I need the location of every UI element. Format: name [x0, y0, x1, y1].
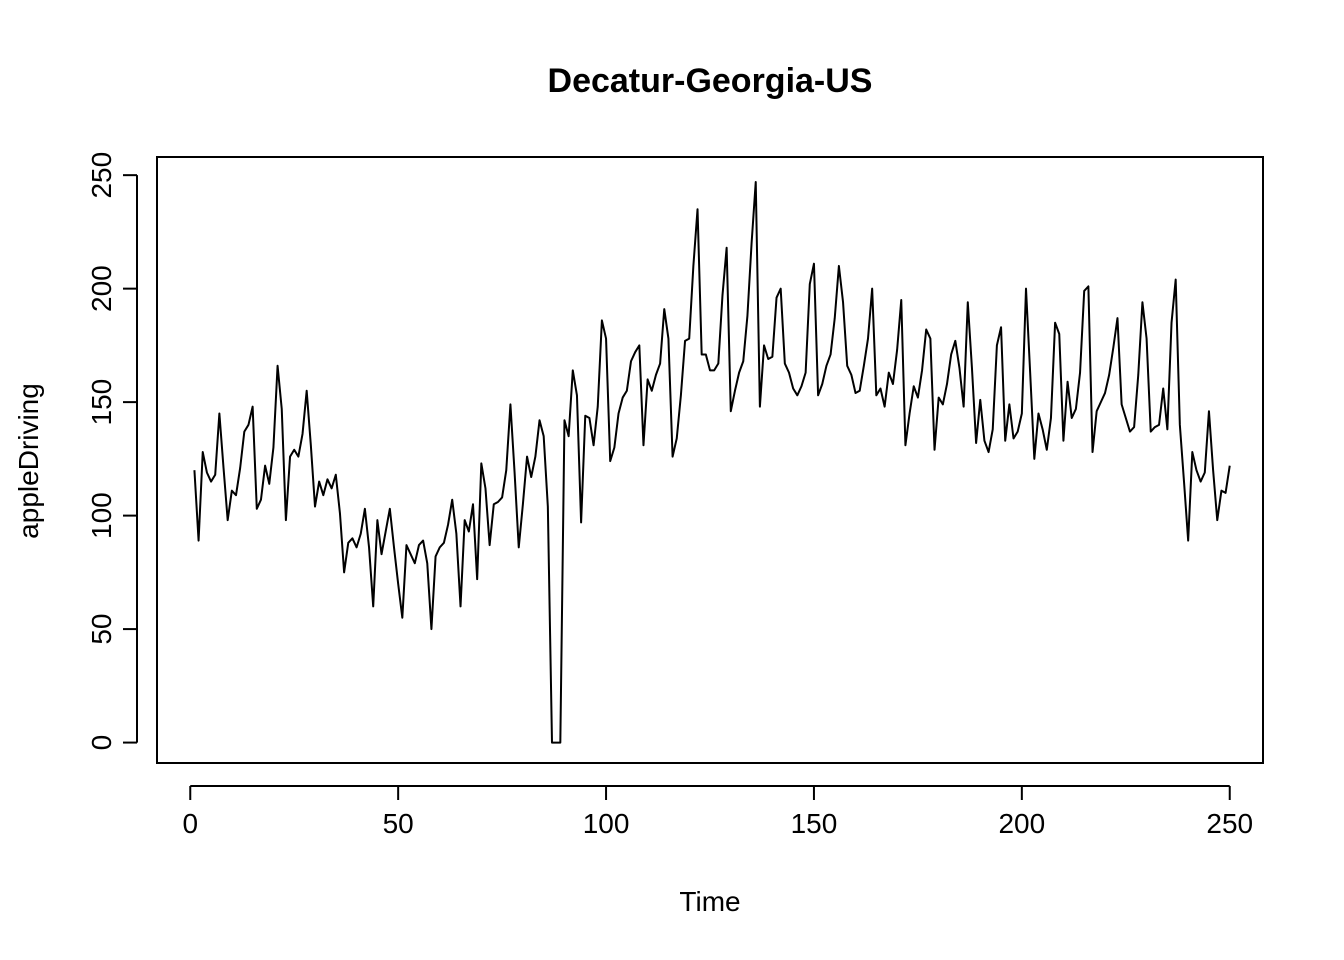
y-axis-label: appleDriving	[13, 383, 44, 539]
x-axis: 0 50 100 150 200 250	[182, 785, 1253, 839]
y-tick-label: 200	[86, 265, 117, 312]
x-tick-label: 250	[1206, 808, 1253, 839]
y-axis: 0 50 100 150 200 250	[86, 152, 138, 751]
plot-frame	[156, 156, 1264, 764]
series-group	[193, 180, 1231, 744]
x-tick-label: 50	[383, 808, 414, 839]
x-tick-label: 200	[998, 808, 1045, 839]
y-tick-label: 100	[86, 492, 117, 539]
x-axis-label: Time	[679, 886, 740, 917]
y-tick-label: 0	[86, 735, 117, 751]
y-tick-label: 50	[86, 614, 117, 645]
x-tick-label: 0	[182, 808, 198, 839]
y-tick-label: 250	[86, 152, 117, 199]
series-line	[193, 180, 1231, 744]
x-tick-label: 150	[791, 808, 838, 839]
x-tick-label: 100	[583, 808, 630, 839]
chart-title: Decatur-Georgia-US	[548, 62, 873, 100]
y-tick-label: 150	[86, 379, 117, 426]
